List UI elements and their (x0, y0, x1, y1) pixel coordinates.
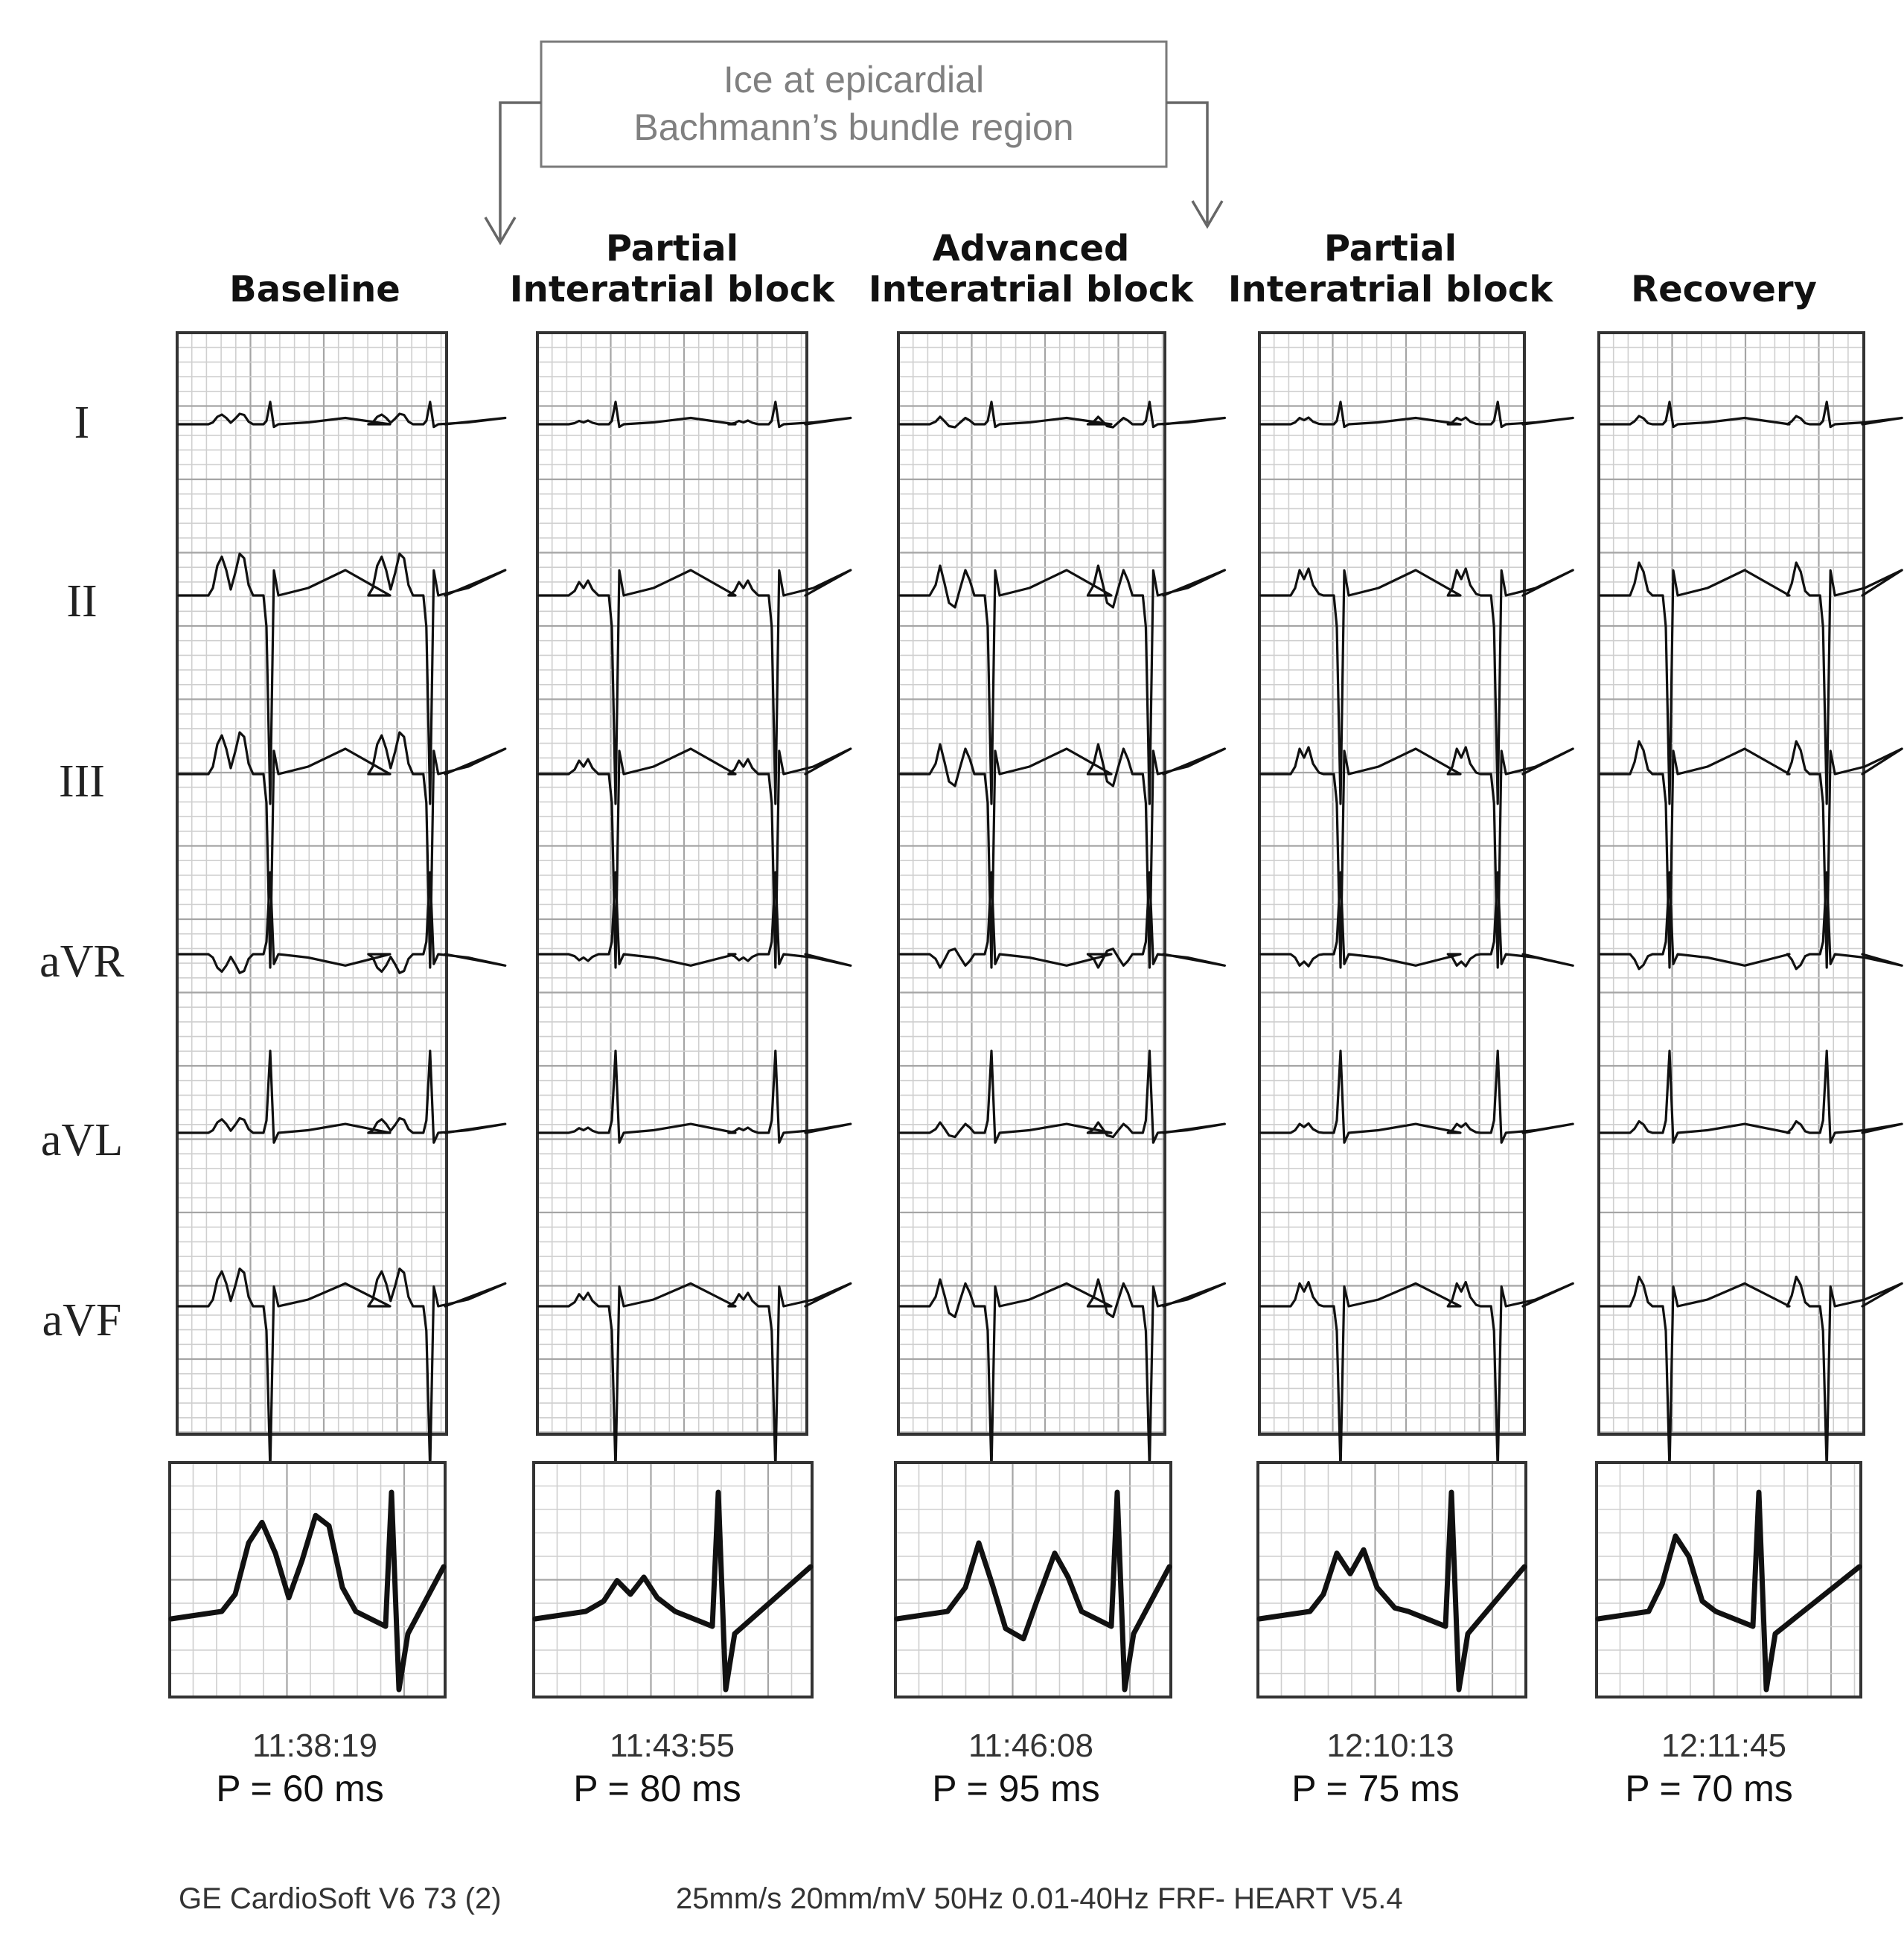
lead-trace-aVL (1599, 1049, 1903, 1144)
lead-trace-I (1599, 400, 1903, 429)
panel-title-line2: Interatrial block (1228, 269, 1553, 310)
panel-time: 12:10:13 (1326, 1728, 1454, 1764)
p-duration: P = 60 ms (216, 1768, 384, 1809)
right-arrow (1166, 101, 1209, 223)
lead-trace-II (1599, 561, 1903, 805)
lead-label-II: II (66, 576, 97, 627)
lead-trace-II (177, 552, 507, 805)
footer-software: GE CardioSoft V6 73 (2) (179, 1882, 502, 1915)
panel-title-line2: Baseline (229, 269, 400, 310)
lead-trace-I (898, 400, 1226, 429)
annotation-line2: Bachmann’s bundle region (633, 106, 1073, 148)
annotation-box (540, 40, 1168, 168)
lead-label-aVL: aVL (41, 1115, 123, 1166)
ecg-strip (897, 331, 1226, 1471)
lead-trace-III (177, 731, 507, 969)
lead-trace-III (537, 747, 852, 969)
lead-label-III: III (59, 756, 105, 807)
lead-trace-aVF (1259, 1281, 1574, 1471)
lead-trace-aVR (898, 871, 1226, 969)
lead-label-aVF: aVF (42, 1295, 122, 1346)
annotation-line1: Ice at epicardial (723, 59, 984, 100)
p-wave-trace (532, 1489, 814, 1693)
lead-trace-I (537, 400, 852, 429)
panel-time: 11:38:19 (252, 1728, 377, 1764)
p-duration: P = 95 ms (932, 1768, 1100, 1809)
p-wave-zoom (168, 1461, 447, 1698)
footer: GE CardioSoft V6 73 (2) 25mm/s 20mm/mV 5… (179, 1882, 1403, 1915)
lead-trace-aVF (177, 1268, 507, 1471)
panel-title-line2: Recovery (1631, 269, 1817, 310)
left-arrowhead (484, 217, 517, 246)
lead-trace-aVL (898, 1049, 1226, 1144)
p-wave-trace (168, 1489, 447, 1693)
lead-trace-aVF (1599, 1275, 1903, 1471)
lead-trace-I (1259, 400, 1574, 429)
lead-trace-III (898, 743, 1226, 969)
lead-trace-aVL (177, 1049, 507, 1144)
ecg-strip (176, 331, 507, 1471)
p-duration: P = 75 ms (1291, 1768, 1460, 1809)
lead-trace-II (1259, 567, 1574, 805)
ecg-panel-5: Recovery 12:11:45 P = 70 ms (1595, 269, 1903, 1809)
ecg-strip (1258, 331, 1574, 1471)
ecg-strip (536, 331, 852, 1471)
panel-time: 11:43:55 (610, 1728, 735, 1764)
lead-trace-aVF (898, 1278, 1226, 1471)
panel-title-line1: Advanced (933, 228, 1130, 269)
lead-trace-aVR (537, 871, 852, 967)
p-wave-zoom (894, 1461, 1172, 1698)
p-duration: P = 80 ms (573, 1768, 741, 1809)
lead-trace-aVR (177, 871, 507, 974)
lead-labels: I II III aVR aVL aVF (39, 397, 124, 1346)
lead-trace-aVR (1599, 871, 1903, 971)
annotation-group: Ice at epicardial Bachmann’s bundle regi… (484, 40, 1224, 246)
lead-trace-I (177, 400, 507, 429)
lead-trace-aVL (1259, 1049, 1574, 1144)
lead-trace-II (537, 569, 852, 805)
ecg-panel-1: Baseline 11:38:19 P = 60 ms (168, 269, 507, 1809)
p-wave-zoom (1256, 1461, 1527, 1698)
panel-title-line1: Partial (1324, 228, 1457, 269)
panel-title-line2: Interatrial block (869, 269, 1194, 310)
panel-title-line1: Partial (606, 228, 738, 269)
lead-trace-II (898, 564, 1226, 805)
ecg-strip (1597, 331, 1903, 1471)
lead-label-I: I (74, 397, 90, 448)
p-wave-trace (894, 1489, 1172, 1693)
panel-time: 12:11:45 (1661, 1728, 1786, 1764)
p-wave-trace (1256, 1489, 1527, 1693)
footer-settings: 25mm/s 20mm/mV 50Hz 0.01-40Hz FRF- HEART… (676, 1882, 1403, 1915)
left-arrow (499, 101, 541, 240)
lead-label-aVR: aVR (39, 936, 124, 987)
p-wave-zoom (532, 1461, 814, 1698)
p-duration: P = 70 ms (1625, 1768, 1793, 1809)
p-wave-zoom (1595, 1461, 1862, 1698)
p-wave-trace (1595, 1489, 1862, 1693)
panel-title-line2: Interatrial block (510, 269, 835, 310)
lead-trace-aVL (537, 1049, 852, 1144)
right-arrowhead (1191, 200, 1224, 229)
lead-trace-aVR (1259, 871, 1574, 968)
panel-time: 11:46:08 (968, 1728, 1093, 1764)
